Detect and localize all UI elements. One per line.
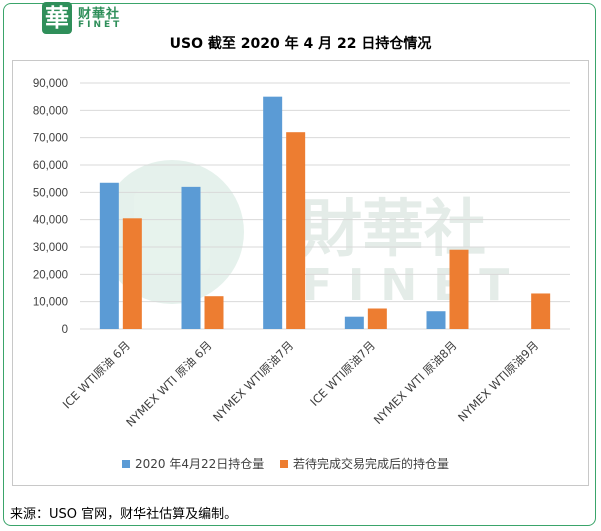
- bar-series2-cat6: [531, 293, 551, 329]
- bar-series2-cat1: [122, 218, 142, 329]
- bar-series1-cat4: [344, 316, 364, 329]
- y-tick-label: 30,000: [33, 242, 68, 254]
- bar-series2-cat5: [449, 249, 469, 329]
- chart-title: USO 截至 2020 年 4 月 22 日持仓情况: [169, 36, 432, 52]
- x-tick-label: NYMEX WTI 原油8月: [371, 338, 460, 427]
- y-tick-label: 10,000: [33, 297, 68, 309]
- logo-name: 财華社: [78, 7, 121, 22]
- plot-area-border: [12, 60, 589, 486]
- y-tick-label: 80,000: [33, 105, 68, 117]
- legend-label: 若待完成交易完成后的持仓量: [293, 456, 449, 471]
- bars: [99, 96, 551, 330]
- bar-series2-cat3: [286, 132, 306, 329]
- y-axis-ticks: 0 10,000 20,000 30,000 40,000 50,000 60,000 70,…: [33, 78, 68, 336]
- bar-series1-cat5: [426, 311, 446, 329]
- bar-series2-cat4: [367, 308, 387, 329]
- bar-series2-cat2: [204, 296, 224, 329]
- y-tick-label: 60,000: [33, 160, 68, 172]
- y-tick-label: 70,000: [33, 133, 68, 145]
- logo-latin: FINET: [78, 20, 123, 30]
- finet-logo: 華 财華社 FINET: [42, 2, 162, 36]
- bar-series1-cat2: [181, 186, 201, 329]
- source-note: 来源：USO 官网，财华社估算及编制。: [10, 507, 238, 522]
- y-tick-label: 0: [62, 324, 68, 336]
- y-tick-label: 90,000: [33, 78, 68, 90]
- y-tick-label: 50,000: [33, 187, 68, 199]
- logo-seal: 華: [42, 2, 72, 34]
- chart-frame: [3, 3, 596, 526]
- x-tick-label: ICE WTI原油 6月: [60, 338, 133, 411]
- gridlines: [80, 82, 570, 330]
- watermark-text-en: FINET: [302, 260, 525, 311]
- x-tick-label: ICE WTI原油7月: [307, 338, 378, 409]
- legend-label: 2020 年4月22日持仓量: [135, 456, 264, 471]
- x-tick-label: NYMEX WTI原油7月: [210, 338, 296, 424]
- bar-series1-cat1: [99, 182, 119, 329]
- legend: 2020 年4月22日持仓量 若待完成交易完成后的持仓量: [122, 456, 449, 471]
- bar-series1-cat3: [263, 96, 283, 330]
- legend-swatch: [280, 460, 288, 468]
- x-tick-label: NYMEX WTI 原油 6月: [123, 338, 214, 429]
- legend-swatch: [122, 460, 130, 468]
- y-tick-label: 20,000: [33, 269, 68, 281]
- x-tick-label: NYMEX WTI原油9月: [455, 338, 541, 424]
- y-tick-label: 40,000: [33, 215, 68, 227]
